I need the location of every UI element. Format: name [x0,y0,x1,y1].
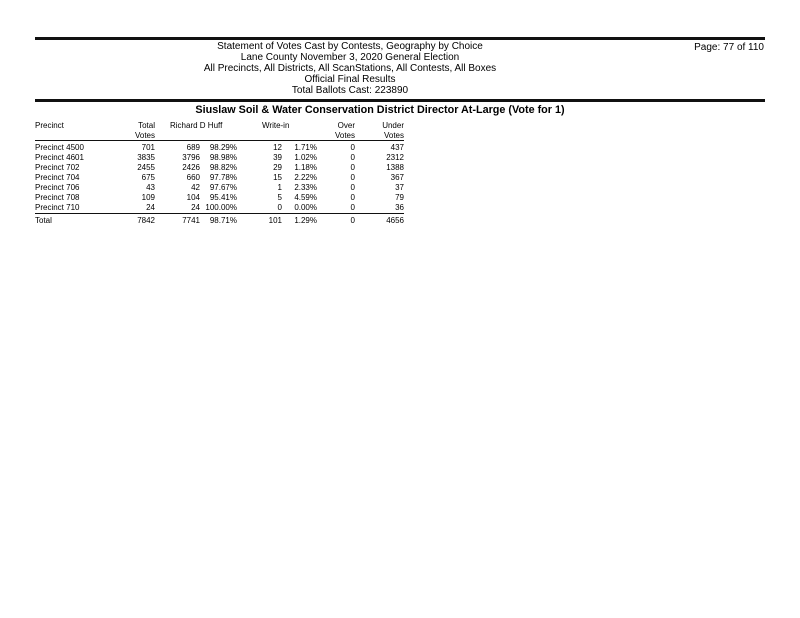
write-in-pct-cell: 1.02% [294,153,317,162]
report-header-line-1: Statement of Votes Cast by Contests, Geo… [217,41,483,52]
write-in-pct-cell: 0.00% [294,203,317,212]
candidate-votes-cell: 2426 [182,163,200,172]
over-votes-column-header-2: Votes [334,131,355,140]
total-votes-column-header: Total [138,121,155,130]
under-votes-cell: 367 [390,173,404,182]
write-in-column-header: Write-in [262,121,290,130]
over-votes-cell: 0 [350,143,355,152]
write-in-pct-cell: 1.71% [294,143,317,152]
candidate-votes-cell: 7741 [182,216,200,225]
report-header-line-2: Lane County November 3, 2020 General Ele… [240,52,460,63]
candidate-votes-cell: 660 [186,173,200,182]
over-votes-column-header: Over [337,121,355,130]
precinct-cell: Precinct 702 [35,163,80,172]
table-row: Precinct 4500 701 689 98.29% 12 1.71% 0 437 [35,143,404,153]
table-body: Precinct 4500 701 689 98.29% 12 1.71% 0 437 Prec… [35,143,404,214]
write-in-pct-cell: 2.33% [294,183,317,192]
precinct-cell: Precinct 706 [35,183,80,192]
write-in-pct-cell: 4.59% [294,193,317,202]
write-in-pct-cell: 1.29% [294,216,317,225]
under-votes-column-header-2: Votes [383,131,404,140]
total-votes-cell: 675 [141,173,155,182]
over-votes-cell: 0 [350,163,355,172]
table-total-row-container: Total 7842 7741 98.71% 101 1.29% 0 4656 [35,216,404,226]
table-row: Precinct 704 675 660 97.78% 15 2.22% 0 367 [35,173,404,183]
contest-title: Siuslaw Soil & Water Conservation Distri… [195,104,565,116]
candidate-pct-cell: 98.82% [209,163,237,172]
results-table-header: Precinct Total Votes Richard D Huff Writ… [35,120,404,141]
under-votes-cell: 1388 [386,163,404,172]
over-votes-cell: 0 [350,153,355,162]
total-votes-cell: 24 [146,203,155,212]
total-votes-column-header-2: Votes [134,131,155,140]
candidate-pct-cell: 97.78% [209,173,237,182]
total-votes-cell: 3835 [137,153,155,162]
over-votes-cell: 0 [350,203,355,212]
under-votes-column-header: Under [382,121,404,130]
candidate-pct-cell: 98.29% [209,143,237,152]
under-votes-cell: 37 [395,183,404,192]
over-votes-cell: 0 [350,216,355,225]
candidate-pct-cell: 95.41% [209,193,237,202]
write-in-pct-cell: 1.18% [294,163,317,172]
candidate-column-header: Richard D Huff [170,121,223,130]
write-in-votes-cell: 0 [277,203,282,212]
header-top-rule [35,37,765,40]
under-votes-cell: 437 [390,143,404,152]
candidate-votes-cell: 42 [191,183,200,192]
candidate-votes-cell: 104 [186,193,200,202]
results-table: Precinct Total Votes Richard D Huff Writ… [35,120,404,226]
candidate-votes-cell: 689 [186,143,200,152]
table-row: Precinct 702 2455 2426 98.82% 29 1.18% 0 1388 [35,163,404,173]
precinct-cell: Precinct 4500 [35,143,84,152]
precinct-cell: Precinct 708 [35,193,80,202]
table-row: Precinct 706 43 42 97.67% 1 2.33% 0 37 [35,183,404,193]
page-number: Page: 77 of 110 [694,42,764,53]
write-in-votes-cell: 101 [268,216,282,225]
under-votes-cell: 36 [395,203,404,212]
precinct-cell: Precinct 710 [35,203,80,212]
candidate-votes-cell: 24 [191,203,200,212]
total-votes-cell: 109 [141,193,155,202]
precinct-column-header: Precinct [35,121,64,130]
report-header-line-4: Official Final Results [304,74,396,85]
candidate-pct-cell: 97.67% [209,183,237,192]
candidate-pct-cell: 100.00% [205,203,237,212]
total-votes-cell: 43 [146,183,155,192]
over-votes-cell: 0 [350,183,355,192]
candidate-votes-cell: 3796 [182,153,200,162]
over-votes-cell: 0 [350,173,355,182]
write-in-votes-cell: 12 [273,143,282,152]
precinct-cell: Precinct 704 [35,173,80,182]
report-header-line-5: Total Ballots Cast: 223890 [291,85,409,96]
write-in-votes-cell: 15 [273,173,282,182]
over-votes-cell: 0 [350,193,355,202]
report-header: Statement of Votes Cast by Contests, Geo… [35,41,665,96]
under-votes-cell: 79 [395,193,404,202]
table-row: Precinct 4601 3835 3796 98.98% 39 1.02% 0 2312 [35,153,404,163]
write-in-votes-cell: 1 [277,183,282,192]
write-in-votes-cell: 5 [277,193,282,202]
total-votes-cell: 7842 [137,216,155,225]
candidate-pct-cell: 98.71% [209,216,237,225]
table-total-row: Total 7842 7741 98.71% 101 1.29% 0 4656 [35,216,404,226]
report-header-line-3: All Precincts, All Districts, All ScanSt… [203,63,497,74]
precinct-cell: Total [35,216,52,225]
table-row: Precinct 710 24 24 100.00% 0 0.00% 0 36 [35,203,404,214]
table-row: Precinct 708 109 104 95.41% 5 4.59% 0 79 [35,193,404,203]
candidate-pct-cell: 98.98% [209,153,237,162]
write-in-votes-cell: 39 [273,153,282,162]
write-in-pct-cell: 2.22% [294,173,317,182]
precinct-cell: Precinct 4601 [35,153,84,162]
header-bottom-rule [35,99,765,102]
write-in-votes-cell: 29 [273,163,282,172]
under-votes-cell: 4656 [386,216,404,225]
total-votes-cell: 701 [141,143,155,152]
under-votes-cell: 2312 [386,153,404,162]
total-votes-cell: 2455 [137,163,155,172]
